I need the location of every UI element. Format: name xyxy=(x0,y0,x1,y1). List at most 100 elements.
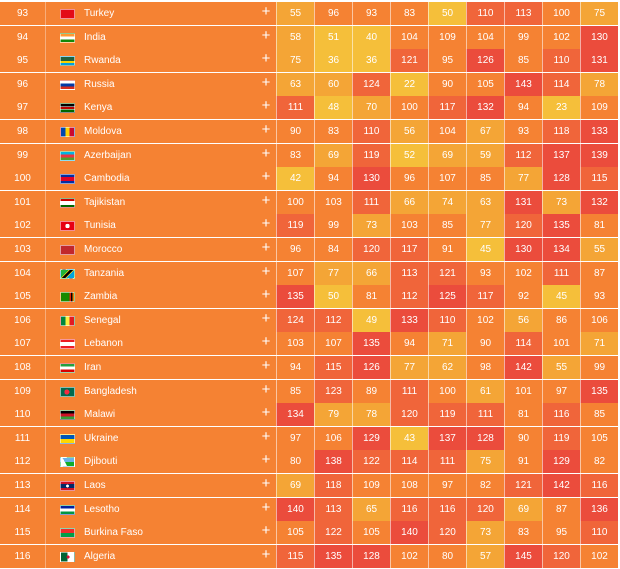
table-row[interactable]: 97 Kenya +111 48 70 100 117 132 94 23 109 xyxy=(0,96,620,120)
flag-tajikistan-icon xyxy=(60,197,75,208)
flag-russia-icon xyxy=(60,79,75,90)
score-cell: 57 xyxy=(466,544,504,568)
row-divider xyxy=(0,544,620,546)
rank-number: 116 xyxy=(14,550,31,562)
flag-senegal-icon xyxy=(60,315,75,326)
expand-plus-icon[interactable]: + xyxy=(261,168,271,186)
table-row[interactable]: 110 Malawi +134 79 78 120 119 111 81 116 85 xyxy=(0,403,620,427)
table-row[interactable]: 113 Laos +69 118 109 108 97 82 121 142 116 xyxy=(0,474,620,497)
table-row[interactable]: 95 Rwanda +75 36 36 121 95 126 85 110 131 xyxy=(0,49,620,73)
expand-plus-icon[interactable]: + xyxy=(261,97,271,115)
score-cell: 59 xyxy=(466,143,504,167)
table-row[interactable]: 100 Cambodia +42 94 130 96 107 85 77 128 115 xyxy=(0,167,620,191)
score-cell: 69 xyxy=(504,497,542,521)
table-row[interactable]: 98 Moldova +90 83 110 56 104 67 93 118 133 xyxy=(0,120,620,143)
score-cell: 133 xyxy=(390,308,428,332)
score-cell: 110 xyxy=(542,49,580,73)
score-cell: 55 xyxy=(276,2,314,25)
row-country-panel: 112 Djibouti + xyxy=(0,450,276,474)
score-cell: 101 xyxy=(504,379,542,403)
table-row[interactable]: 115 Burkina Faso +105 122 105 140 120 73 83 95 110 xyxy=(0,521,620,545)
table-row[interactable]: 109 Bangladesh +85 123 89 111 100 61 101 97 135 xyxy=(0,379,620,403)
table-row[interactable]: 116 Algeria +115 135 128 102 80 57 145 120 102 xyxy=(0,544,620,568)
table-row[interactable]: 114 Lesotho +140 113 65 116 116 120 69 87 136 xyxy=(0,497,620,521)
table-row[interactable]: 111 Ukraine +97 106 129 43 137 128 90 119 105 xyxy=(0,426,620,450)
country-name: Morocco xyxy=(84,244,123,255)
expand-plus-icon[interactable]: + xyxy=(261,380,271,398)
score-cell: 106 xyxy=(580,308,618,332)
expand-plus-icon[interactable]: + xyxy=(261,427,271,445)
score-cell: 129 xyxy=(352,426,390,450)
score-cell: 102 xyxy=(580,544,618,568)
table-row[interactable]: 93 Turkey +55 96 93 83 50 110 113 100 75 xyxy=(0,2,620,25)
score-cell: 110 xyxy=(428,308,466,332)
score-cell: 93 xyxy=(466,261,504,285)
score-cell: 66 xyxy=(390,190,428,214)
flag-bangladesh-icon xyxy=(60,386,75,397)
country-name: Algeria xyxy=(84,550,116,562)
country-name: Tanzania xyxy=(84,267,125,279)
table-row[interactable]: 106 Senegal +124 112 49 133 110 102 56 86 106 xyxy=(0,308,620,332)
expand-plus-icon[interactable]: + xyxy=(261,50,271,68)
score-cell: 71 xyxy=(580,332,618,356)
expand-plus-icon[interactable]: + xyxy=(261,144,271,162)
score-cell: 143 xyxy=(504,72,542,96)
score-cell: 103 xyxy=(276,332,314,356)
table-row[interactable]: 102 Tunisia +119 99 73 103 85 77 120 135 81 xyxy=(0,214,620,238)
score-cell: 85 xyxy=(580,403,618,427)
score-cell: 136 xyxy=(580,497,618,521)
score-cell: 90 xyxy=(504,426,542,450)
score-cell: 82 xyxy=(466,474,504,497)
row-divider xyxy=(0,284,620,286)
table-row[interactable]: 107 Lebanon +103 107 135 94 71 90 114 101 71 xyxy=(0,332,620,356)
score-cell: 94 xyxy=(276,356,314,379)
score-cell: 69 xyxy=(428,143,466,167)
score-cell: 103 xyxy=(390,214,428,238)
table-row[interactable]: 105 Zambia +135 50 81 112 125 117 92 45 93 xyxy=(0,285,620,309)
expand-plus-icon[interactable]: + xyxy=(261,357,271,374)
table-row[interactable]: 101 Tajikistan +100 103 111 66 74 63 131 73 132 xyxy=(0,190,620,214)
expand-plus-icon[interactable]: + xyxy=(261,215,271,233)
expand-plus-icon[interactable]: + xyxy=(261,404,271,422)
score-cell: 43 xyxy=(390,426,428,450)
expand-plus-icon[interactable]: + xyxy=(261,545,271,563)
rank-number: 100 xyxy=(14,173,31,185)
score-cell: 125 xyxy=(428,285,466,309)
expand-plus-icon[interactable]: + xyxy=(261,191,271,209)
score-cell: 111 xyxy=(428,450,466,474)
expand-plus-icon[interactable]: + xyxy=(261,475,271,492)
table-row[interactable]: 112 Djibouti +80 138 122 114 111 75 91 129 82 xyxy=(0,450,620,474)
table-row[interactable]: 103 Morocco +96 84 120 117 91 45 130 134 55 xyxy=(0,238,620,261)
table-row[interactable]: 108 Iran +94 115 126 77 62 98 142 55 99 xyxy=(0,356,620,379)
expand-plus-icon[interactable]: + xyxy=(261,309,271,327)
expand-plus-icon[interactable]: + xyxy=(261,3,271,20)
expand-plus-icon[interactable]: + xyxy=(261,121,271,138)
divider xyxy=(45,332,46,356)
expand-plus-icon[interactable]: + xyxy=(261,73,271,91)
table-row[interactable]: 94 India +58 51 40 104 109 104 99 102 130 xyxy=(0,25,620,49)
expand-plus-icon[interactable]: + xyxy=(261,286,271,304)
score-cell: 140 xyxy=(390,521,428,545)
score-cell: 120 xyxy=(542,544,580,568)
expand-plus-icon[interactable]: + xyxy=(261,239,271,256)
row-divider xyxy=(0,331,620,333)
score-cell: 139 xyxy=(580,143,618,167)
score-cell: 132 xyxy=(466,96,504,120)
table-row[interactable]: 104 Tanzania +107 77 66 113 121 93 102 111 87 xyxy=(0,261,620,285)
score-cell: 81 xyxy=(580,214,618,238)
score-cell: 100 xyxy=(276,190,314,214)
row-divider xyxy=(0,426,620,428)
expand-plus-icon[interactable]: + xyxy=(261,26,271,44)
expand-plus-icon[interactable]: + xyxy=(261,451,271,469)
expand-plus-icon[interactable]: + xyxy=(261,333,271,351)
row-divider xyxy=(0,402,620,404)
row-country-panel: 103 Morocco + xyxy=(0,238,276,261)
score-cell: 77 xyxy=(504,167,542,191)
table-row[interactable]: 99 Azerbaijan +83 69 119 52 69 59 112 137 139 xyxy=(0,143,620,167)
expand-plus-icon[interactable]: + xyxy=(261,522,271,540)
score-cell: 119 xyxy=(428,403,466,427)
table-row[interactable]: 96 Russia +63 60 124 22 90 105 143 114 78 xyxy=(0,72,620,96)
expand-plus-icon[interactable]: + xyxy=(261,262,271,280)
expand-plus-icon[interactable]: + xyxy=(261,498,271,516)
score-cell: 124 xyxy=(352,72,390,96)
